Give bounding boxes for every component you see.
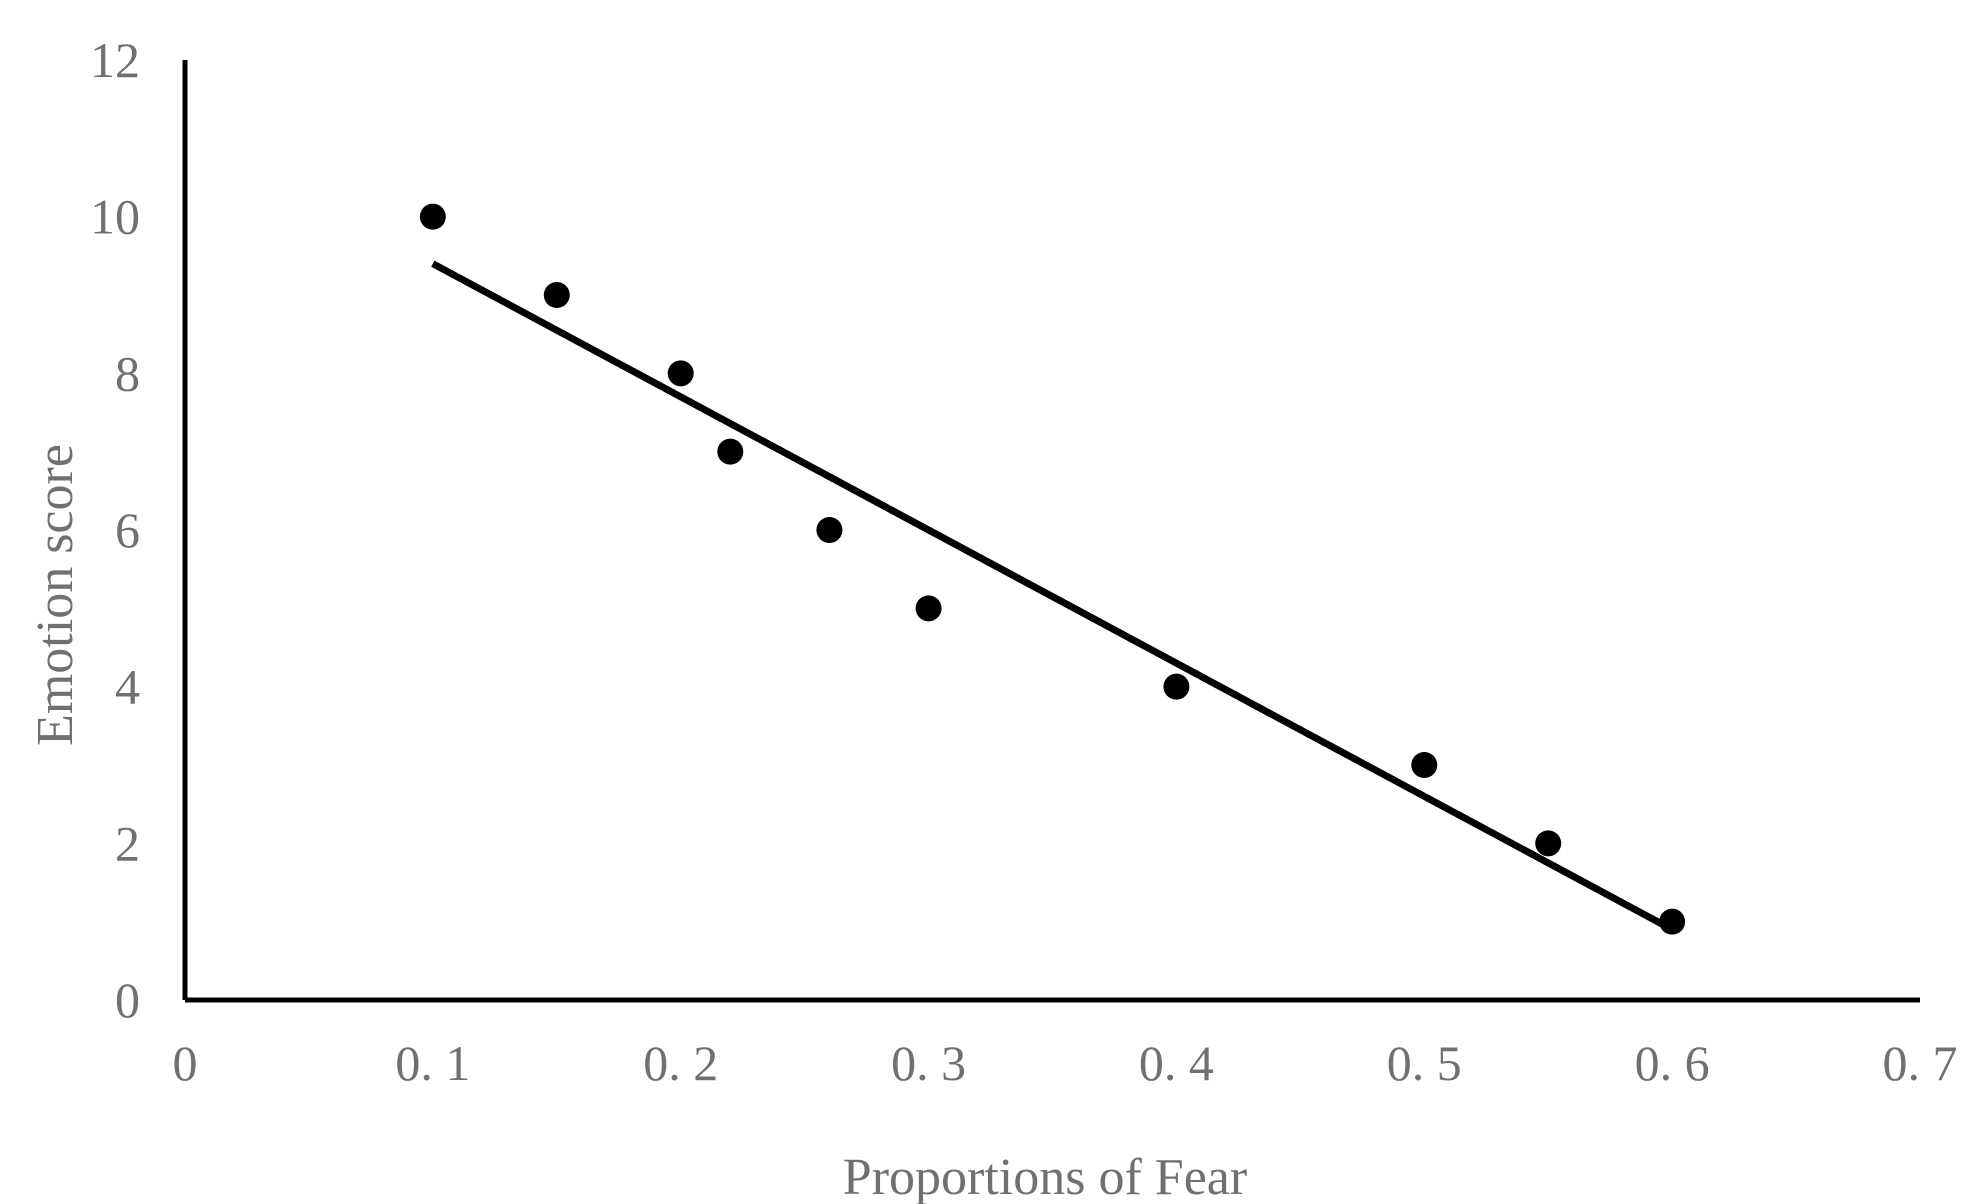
data-point: [816, 517, 843, 543]
y-tick-labels: 0 2 4 6 8 10 12: [90, 32, 140, 1028]
x-tick-label: 0. 6: [1635, 1035, 1710, 1091]
y-tick-label: 0: [115, 972, 140, 1028]
y-axis-title: Emotion score: [27, 444, 84, 746]
y-tick-label: 4: [115, 659, 140, 715]
trend-line: [431, 260, 1674, 933]
x-tick-labels: 0 0. 1 0. 2 0. 3 0. 4 0. 5 0. 6 0. 7: [173, 1035, 1958, 1091]
data-point: [1411, 752, 1438, 778]
x-tick-label: 0: [173, 1035, 198, 1091]
x-tick-label: 0. 1: [395, 1035, 470, 1091]
trendline-group: [431, 260, 1674, 933]
y-tick-label: 10: [90, 189, 140, 245]
x-tick-label: 0. 4: [1139, 1035, 1214, 1091]
axes: [182, 60, 1920, 1003]
y-tick-label: 8: [115, 345, 140, 401]
x-axis-title: Proportions of Fear: [843, 1149, 1247, 1204]
y-tick-label: 12: [90, 32, 140, 88]
data-point: [717, 438, 744, 465]
data-point: [1163, 673, 1190, 700]
y-tick-label: 6: [115, 502, 140, 558]
x-tick-label: 0. 2: [643, 1035, 718, 1091]
data-point: [915, 595, 942, 622]
x-tick-label: 0. 7: [1883, 1035, 1958, 1091]
data-point: [1535, 830, 1562, 857]
x-tick-label: 0. 3: [891, 1035, 966, 1091]
data-points: [419, 203, 1686, 935]
data-point: [667, 360, 694, 387]
y-tick-label: 2: [115, 815, 140, 871]
x-tick-label: 0. 5: [1387, 1035, 1462, 1091]
data-point: [419, 203, 446, 230]
data-point: [543, 282, 570, 308]
data-point: [1659, 908, 1686, 935]
